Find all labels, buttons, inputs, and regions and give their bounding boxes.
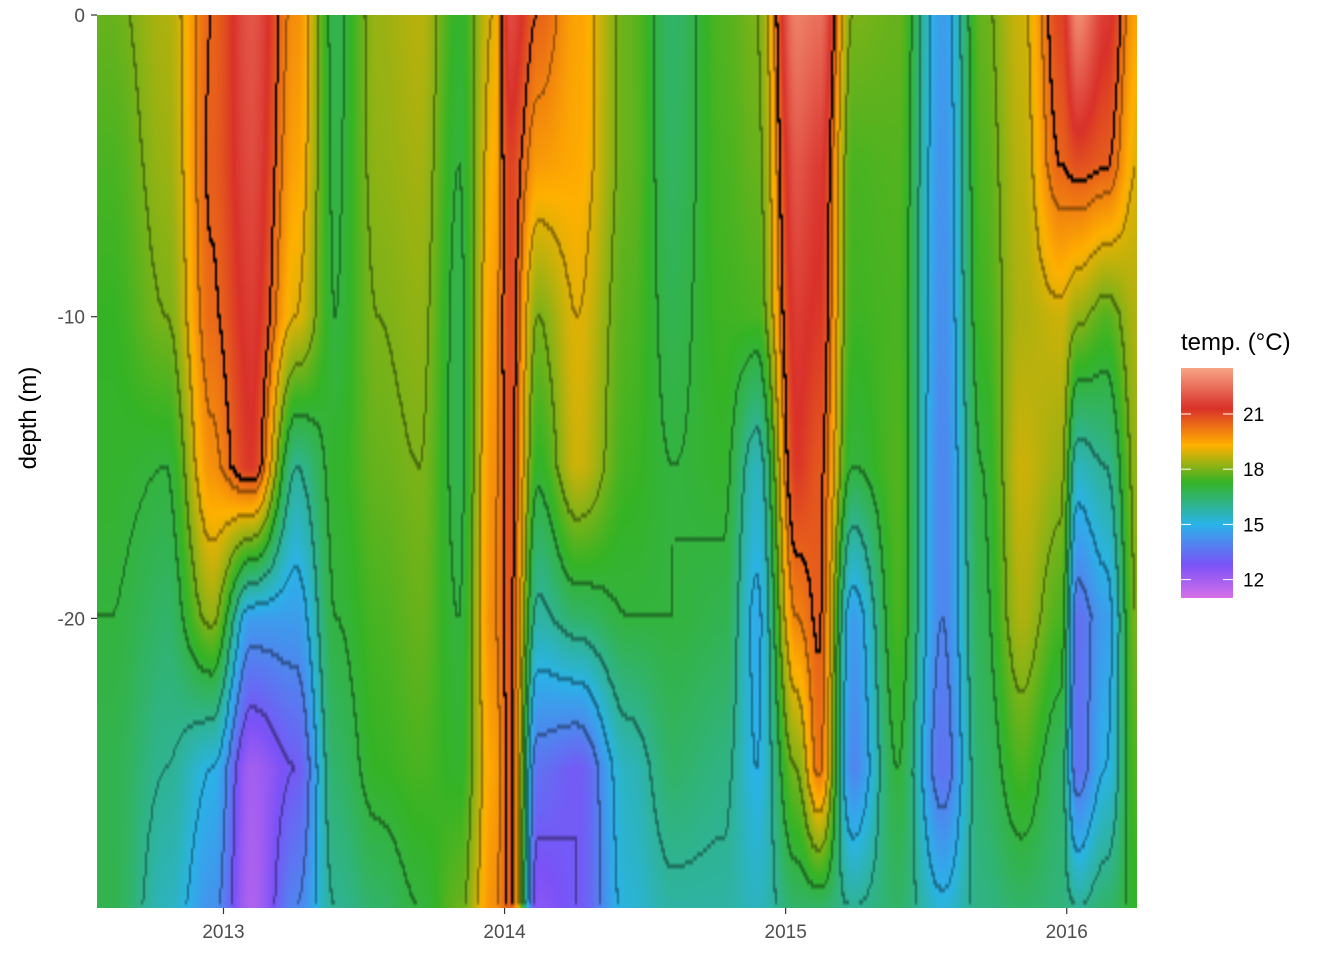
temperature-heatmap — [97, 15, 1137, 908]
x-tick-label: 2013 — [202, 922, 244, 943]
legend-title: temp. (°C) — [1181, 329, 1291, 356]
legend-label: 18 — [1243, 460, 1264, 481]
legend-colorbar — [1181, 368, 1233, 598]
y-axis: 0 -10 -20 — [58, 6, 97, 630]
legend: temp. (°C) 21 18 15 12 — [1181, 329, 1291, 598]
x-tick-label: 2016 — [1046, 922, 1088, 943]
y-tick-label: 0 — [74, 6, 85, 27]
x-tick-label: 2014 — [483, 922, 526, 943]
x-axis: 2013 2014 2015 2016 — [202, 908, 1088, 943]
legend-label: 21 — [1243, 405, 1264, 426]
y-tick-label: -10 — [58, 308, 85, 329]
plot-panel — [97, 15, 1137, 908]
legend-label: 15 — [1243, 515, 1264, 536]
legend-label: 12 — [1243, 571, 1264, 592]
x-tick-label: 2015 — [765, 922, 807, 943]
y-tick-label: -20 — [58, 609, 85, 630]
legend-ticks: 21 18 15 12 — [1181, 405, 1264, 592]
y-axis-title: depth (m) — [15, 367, 42, 470]
